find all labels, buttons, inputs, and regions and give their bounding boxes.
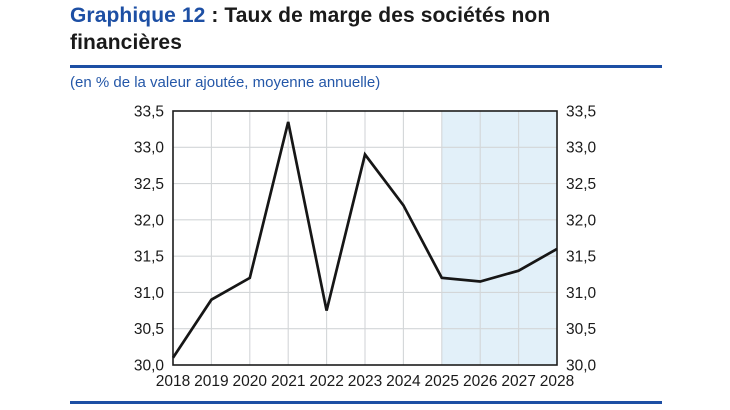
y-tick-label-left: 31,5 xyxy=(134,249,164,266)
y-tick-label-right: 31,5 xyxy=(566,249,596,266)
x-tick-label: 2021 xyxy=(271,373,305,390)
x-tick-label: 2026 xyxy=(463,373,497,390)
y-tick-label-left: 33,5 xyxy=(134,103,164,120)
y-tick-label-left: 30,0 xyxy=(134,357,165,374)
y-tick-label-right: 33,5 xyxy=(566,103,596,120)
chart-title-text: Taux de marge des sociétés non financièr… xyxy=(70,4,551,54)
x-tick-label: 2028 xyxy=(540,373,574,390)
x-tick-label: 2018 xyxy=(156,373,190,390)
y-tick-label-right: 30,5 xyxy=(566,321,596,338)
chart-title-number: Graphique 12 xyxy=(70,4,206,27)
y-tick-label-left: 32,5 xyxy=(134,176,164,193)
x-tick-label: 2023 xyxy=(348,373,382,390)
y-tick-label-left: 30,5 xyxy=(134,321,164,338)
plot-frame xyxy=(172,110,558,366)
y-tick-label-right: 31,0 xyxy=(566,285,597,302)
x-tick-label: 2020 xyxy=(233,373,268,390)
chart-header: Graphique 12 : Taux de marge des société… xyxy=(70,2,662,91)
x-tick-label: 2024 xyxy=(386,373,421,390)
chart-title-separator: : xyxy=(205,4,225,27)
x-tick-label: 2019 xyxy=(194,373,228,390)
y-tick-label-right: 32,0 xyxy=(566,212,597,229)
bottom-divider xyxy=(70,401,662,404)
chart-subtitle: (en % de la valeur ajoutée, moyenne annu… xyxy=(70,74,381,91)
y-tick-label-right: 30,0 xyxy=(566,357,597,374)
chart-title: Graphique 12 : Taux de marge des société… xyxy=(70,2,630,56)
y-tick-label-right: 32,5 xyxy=(566,176,596,193)
y-tick-label-left: 33,0 xyxy=(134,140,165,157)
x-tick-label: 2025 xyxy=(425,373,459,390)
y-tick-label-left: 31,0 xyxy=(134,285,165,302)
title-divider xyxy=(70,65,662,68)
margin-rate-series-line xyxy=(171,121,558,359)
forecast-shaded-region xyxy=(441,111,557,365)
x-tick-label: 2027 xyxy=(501,373,535,390)
y-tick-label-left: 32,0 xyxy=(134,212,165,229)
y-tick-label-right: 33,0 xyxy=(566,140,597,157)
x-tick-label: 2022 xyxy=(309,373,343,390)
